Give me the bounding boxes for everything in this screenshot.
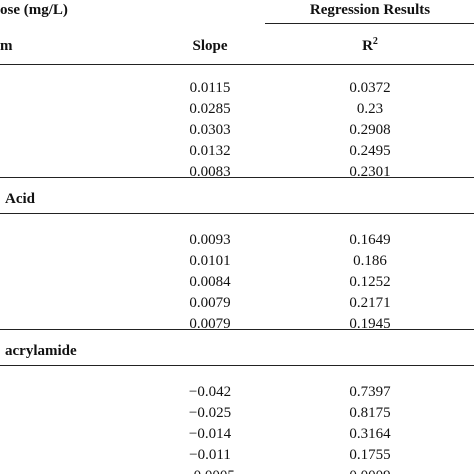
section-label: acrylamide [5,343,77,359]
r-squared-cell: 0.2908 [349,122,391,138]
rule [265,23,474,24]
r-squared-cell: 0.186 [353,253,387,269]
group-label: ose (mg/L) [0,2,68,18]
slope-cell: 0.0132 [189,143,231,159]
slope-cell: −0.014 [188,426,232,442]
r-squared-cell: 0.1755 [349,447,391,463]
slope-cell: 0.0083 [189,164,231,180]
rule [0,177,474,178]
slope-cell: 0.0303 [189,122,231,138]
r-squared-cell: 0.2301 [349,164,391,180]
slope-cell: 0.0084 [189,274,231,290]
r-squared-cell: 0.1649 [349,232,391,248]
slope-cell: −0.025 [188,405,232,421]
r-squared-cell: 0.1252 [349,274,391,290]
r-squared-cell: 0.8175 [349,405,391,421]
term-label: m [0,38,13,54]
rule [0,213,474,214]
rule [0,365,474,366]
r-squared-cell: 0.2495 [349,143,391,159]
slope-cell: −0.011 [189,447,231,463]
r-squared-cell: 0.3164 [349,426,391,442]
rule [0,329,474,330]
r-squared-cell: 0.0009 [349,467,390,474]
section-label: Acid [5,191,35,207]
slope-cell: 0.0079 [189,316,231,332]
slope-cell: 0.0285 [189,101,231,117]
slope-cell: 0.0079 [189,295,231,311]
rule [0,64,474,65]
results-label: Regression Results [309,2,431,18]
slope-cell: 0.0093 [189,232,231,248]
r-superscript: 2 [372,36,378,47]
r-squared-label: R2 [362,37,378,55]
slope-cell: 0.0115 [189,80,231,96]
slope-cell: −0.0005 [185,467,235,474]
r-squared-cell: 0.1945 [349,316,391,332]
slope-cell: 0.0101 [189,253,231,269]
r-squared-cell: 0.7397 [349,384,391,400]
slope-label: Slope [192,38,228,54]
r-label: R [362,38,373,54]
r-squared-cell: 0.0372 [349,80,391,96]
slope-cell: −0.042 [188,384,232,400]
r-squared-cell: 0.2171 [349,295,391,311]
r-squared-cell: 0.23 [356,101,384,117]
